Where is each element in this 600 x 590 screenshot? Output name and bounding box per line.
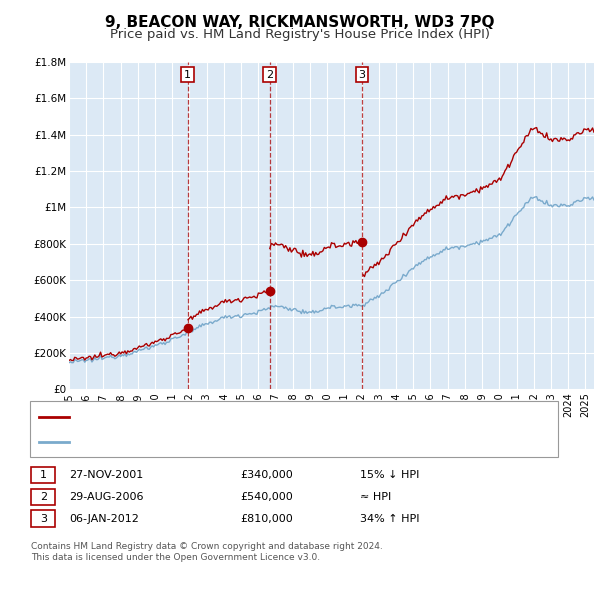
Text: £810,000: £810,000 bbox=[240, 514, 293, 523]
Text: 27-NOV-2001: 27-NOV-2001 bbox=[69, 470, 143, 480]
Text: 29-AUG-2006: 29-AUG-2006 bbox=[69, 492, 143, 502]
Text: 2: 2 bbox=[266, 70, 273, 80]
Text: 06-JAN-2012: 06-JAN-2012 bbox=[69, 514, 139, 523]
Text: 1: 1 bbox=[184, 70, 191, 80]
Text: 3: 3 bbox=[359, 70, 365, 80]
Text: 34% ↑ HPI: 34% ↑ HPI bbox=[360, 514, 419, 523]
Text: 1: 1 bbox=[40, 470, 47, 480]
Text: ≈ HPI: ≈ HPI bbox=[360, 492, 391, 502]
Text: 2: 2 bbox=[40, 492, 47, 502]
Text: Price paid vs. HM Land Registry's House Price Index (HPI): Price paid vs. HM Land Registry's House … bbox=[110, 28, 490, 41]
Text: This data is licensed under the Open Government Licence v3.0.: This data is licensed under the Open Gov… bbox=[31, 553, 320, 562]
Text: Contains HM Land Registry data © Crown copyright and database right 2024.: Contains HM Land Registry data © Crown c… bbox=[31, 542, 383, 550]
Text: 15% ↓ HPI: 15% ↓ HPI bbox=[360, 470, 419, 480]
Text: 9, BEACON WAY, RICKMANSWORTH, WD3 7PQ (detached house): 9, BEACON WAY, RICKMANSWORTH, WD3 7PQ (d… bbox=[75, 412, 409, 422]
Text: 3: 3 bbox=[40, 514, 47, 523]
Text: £540,000: £540,000 bbox=[240, 492, 293, 502]
Text: HPI: Average price, detached house, Three Rivers: HPI: Average price, detached house, Thre… bbox=[75, 437, 334, 447]
Text: £340,000: £340,000 bbox=[240, 470, 293, 480]
Text: 9, BEACON WAY, RICKMANSWORTH, WD3 7PQ: 9, BEACON WAY, RICKMANSWORTH, WD3 7PQ bbox=[105, 15, 495, 30]
